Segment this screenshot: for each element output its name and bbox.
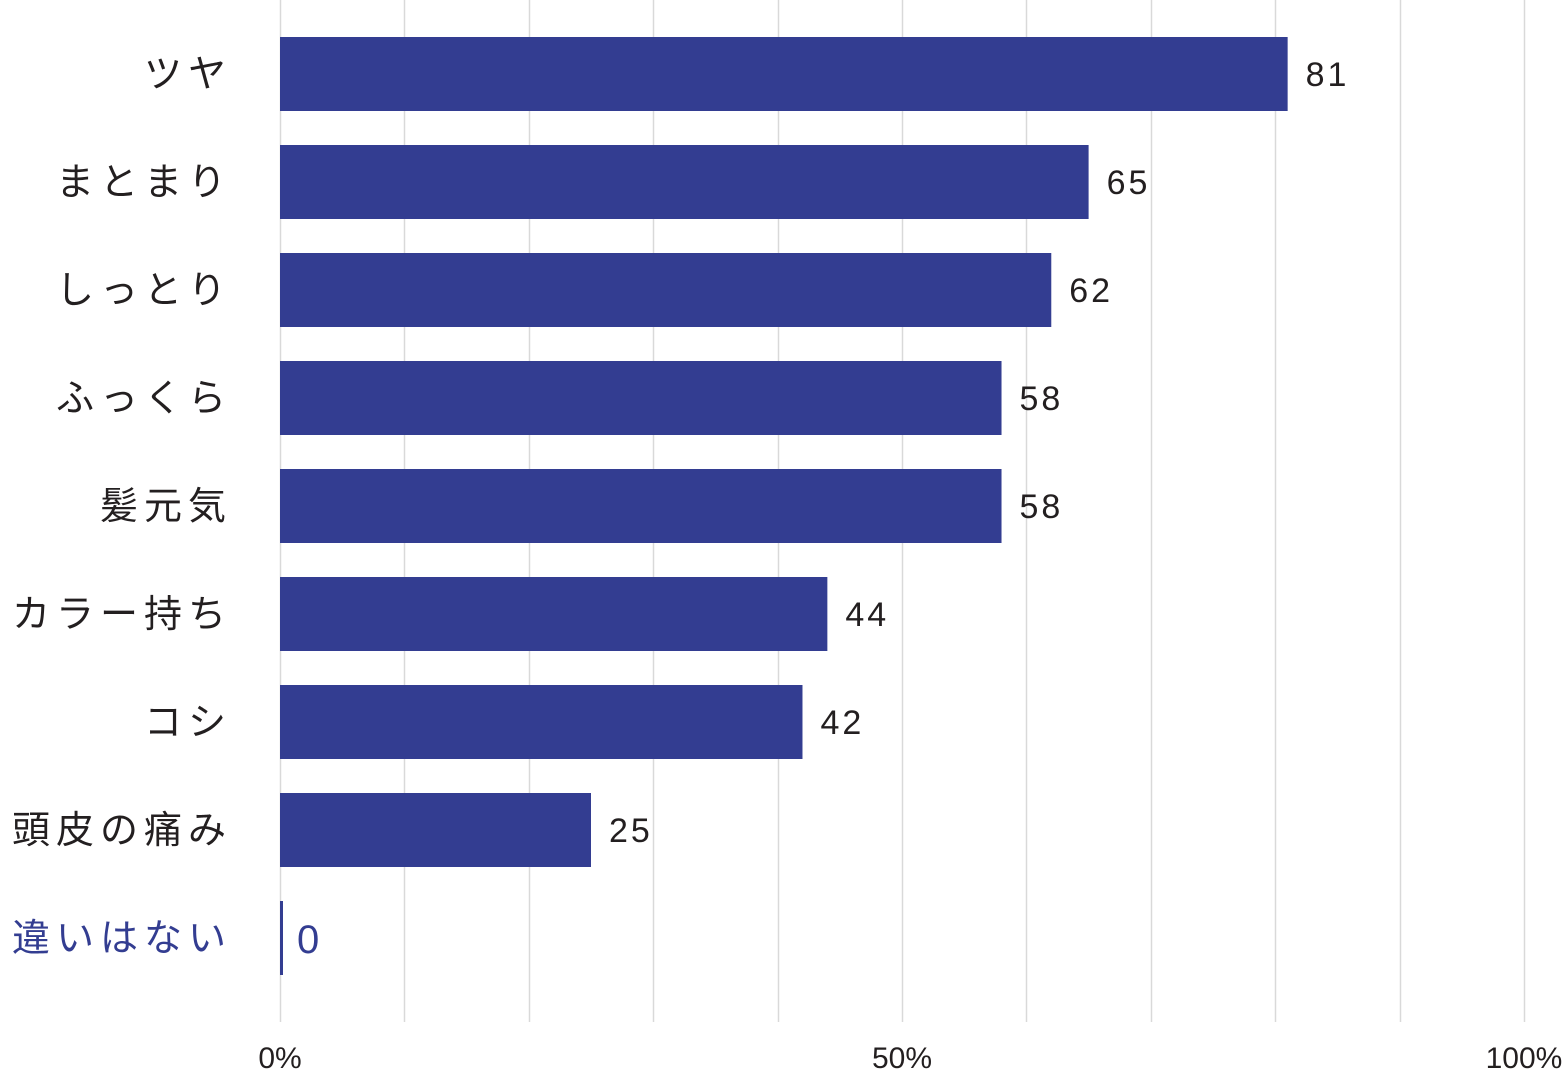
value-label: 58 [1020,380,1064,418]
bar [280,145,1089,219]
category-label: 頭皮の痛み [12,808,232,852]
category-label: まとまり [56,160,232,204]
value-label: 58 [1020,488,1064,526]
bar [280,685,803,759]
value-label: 25 [609,812,653,850]
category-label: ツヤ [144,52,232,96]
category-label: ふっくら [56,376,232,420]
value-label: 81 [1306,56,1350,94]
value-labels: 81 65 62 58 58 44 42 25 0 [297,56,1350,962]
bar [280,361,1002,435]
value-label: 44 [845,596,889,634]
category-label: しっとり [56,268,232,312]
x-tick-label: 50% [872,1042,932,1075]
category-label: コシ [144,700,232,744]
value-label: 42 [820,704,864,742]
category-label: カラー持ち [12,592,232,636]
x-tick-label: 0% [258,1042,301,1075]
bar [280,253,1052,327]
value-label: 62 [1069,272,1113,310]
bar [280,469,1002,543]
bars [280,37,1288,975]
value-label: 0 [297,918,319,962]
value-label: 65 [1107,164,1151,202]
category-label: 違いはない [12,916,232,960]
x-axis-tick-labels: 0% 50% 100% [258,1042,1562,1075]
bar [280,37,1288,111]
bar [280,793,591,867]
category-label: 髪元気 [100,484,232,528]
bar-zero-marker [280,901,283,975]
bar [280,577,828,651]
x-tick-label: 100% [1486,1042,1563,1075]
